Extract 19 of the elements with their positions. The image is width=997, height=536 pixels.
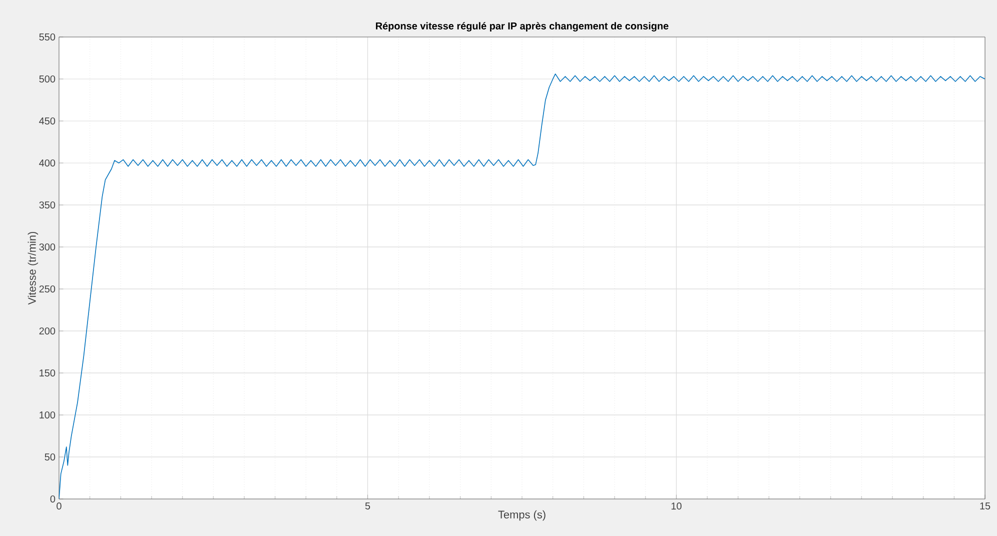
x-tick-label: 10	[672, 502, 682, 510]
y-tick-label: 350	[39, 201, 56, 209]
y-tick-label: 0	[50, 495, 56, 503]
x-tick-label: 15	[980, 502, 990, 510]
chart-title: Réponse vitesse régulé par IP après changement de consigne	[376, 22, 668, 32]
y-tick-label: 100	[40, 411, 56, 419]
y-tick-label: 450	[39, 117, 56, 125]
y-tick-label: 300	[39, 243, 56, 251]
y-tick-label: 500	[39, 75, 56, 83]
y-tick-label: 50	[44, 453, 56, 461]
x-axis-title: Temps (s)	[498, 510, 546, 521]
x-tick-label: 5	[365, 502, 370, 510]
y-tick-label: 400	[39, 159, 56, 167]
y-tick-label: 250	[39, 285, 56, 293]
y-tick-label: 200	[39, 327, 56, 335]
y-tick-label: 150	[40, 369, 56, 377]
x-tick-label: 0	[56, 502, 62, 510]
y-tick-label: 550	[39, 33, 56, 41]
y-axis-title: Vitesse (tr/min)	[28, 232, 38, 305]
